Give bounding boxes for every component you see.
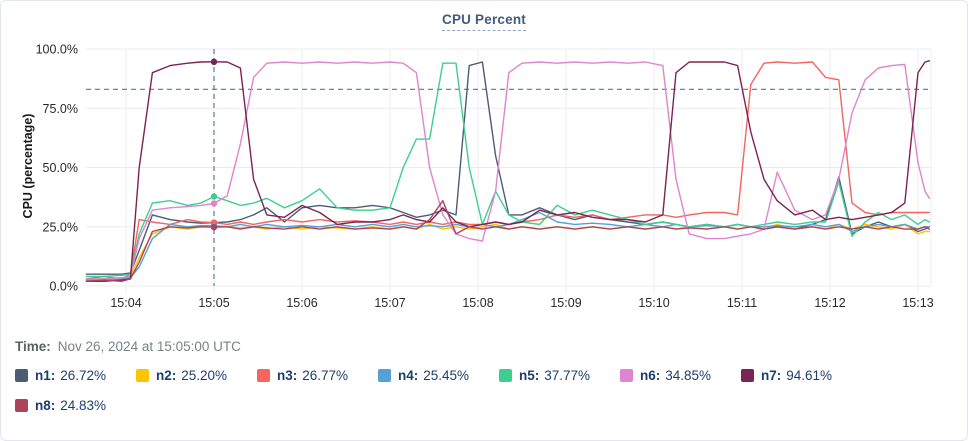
legend-series-value: 26.77% [302, 368, 349, 383]
legend-series-value: 25.20% [181, 368, 228, 383]
legend-series-name: n1: [35, 368, 56, 383]
chart-title: CPU Percent [442, 12, 526, 31]
x-tick-label: 15:04 [110, 296, 141, 310]
legend-swatch-n4 [378, 369, 391, 382]
legend-swatch-n7 [741, 369, 754, 382]
legend-item-n7[interactable]: n7: 94.61% [741, 368, 862, 383]
y-tick-label: 50.0% [43, 161, 78, 175]
series-line-n7 [85, 60, 931, 283]
legend-series-name: n6: [640, 368, 661, 383]
legend-series-value: 34.85% [665, 368, 712, 383]
x-tick-label: 15:11 [727, 296, 757, 310]
legend-item-n2[interactable]: n2: 25.20% [136, 368, 257, 383]
legend-series-value: 37.77% [544, 368, 591, 383]
series-line-n6 [85, 61, 931, 280]
legend-series-value: 26.72% [60, 368, 107, 383]
time-value: Nov 26, 2024 at 15:05:00 UTC [57, 339, 241, 354]
legend-series-value: 94.61% [786, 368, 833, 383]
series-line-n3 [85, 61, 931, 280]
legend-row: n8: 24.83% [15, 398, 959, 413]
legend-series-name: n3: [277, 368, 298, 383]
chart-header: CPU Percent [1, 11, 967, 31]
legend: n1: 26.72% n2: 25.20% n3: 26.77% n4: 25.45% n5: 3… [15, 368, 959, 428]
legend-item-n1[interactable]: n1: 26.72% [15, 368, 136, 383]
y-axis-title: CPU (percentage) [21, 113, 35, 219]
legend-series-value: 24.83% [60, 398, 107, 413]
legend-swatch-n8 [15, 399, 28, 412]
legend-swatch-n6 [620, 369, 633, 382]
legend-series-name: n8: [35, 398, 56, 413]
cpu-chart[interactable]: 0.0% 25.0% 50.0% 75.0% 100.0% 15:04 15:05 15:06… [1, 37, 968, 317]
series-line-n1 [85, 61, 931, 275]
legend-item-n3[interactable]: n3: 26.77% [257, 368, 378, 383]
legend-series-name: n7: [761, 368, 782, 383]
y-tick-label: 75.0% [43, 102, 78, 116]
legend-series-value: 25.45% [423, 368, 470, 383]
x-tick-label: 15:08 [462, 296, 493, 310]
y-tick-label: 100.0% [36, 43, 78, 57]
legend-item-n6[interactable]: n6: 34.85% [620, 368, 741, 383]
series-line-n2 [85, 223, 931, 280]
series-line-n8 [85, 199, 931, 283]
crosshair-dot-n6 [210, 200, 218, 207]
x-tick-label: 15:12 [814, 296, 845, 310]
legend-swatch-n3 [257, 369, 270, 382]
crosshair-dot-n5 [210, 193, 218, 200]
time-label: Time: [15, 339, 51, 354]
legend-swatch-n2 [136, 369, 149, 382]
y-tick-label: 25.0% [43, 220, 78, 234]
legend-series-name: n5: [519, 368, 540, 383]
legend-series-name: n4: [398, 368, 419, 383]
x-tick-label: 15:05 [198, 296, 229, 310]
legend-swatch-n1 [15, 369, 28, 382]
legend-swatch-n5 [499, 369, 512, 382]
legend-series-name: n2: [156, 368, 177, 383]
crosshair-dot-n7 [210, 58, 218, 65]
x-tick-label: 15:09 [550, 296, 581, 310]
y-tick-label: 0.0% [50, 280, 79, 294]
crosshair-dot-n8 [210, 224, 218, 231]
selected-time: Time: Nov 26, 2024 at 15:05:00 UTC [15, 339, 241, 354]
x-tick-label: 15:06 [286, 296, 317, 310]
series-line-n5 [85, 62, 931, 278]
legend-item-n8[interactable]: n8: 24.83% [15, 398, 136, 413]
legend-row: n1: 26.72% n2: 25.20% n3: 26.77% n4: 25.45% n5: 3… [15, 368, 959, 383]
legend-item-n5[interactable]: n5: 37.77% [499, 368, 620, 383]
x-tick-label: 15:13 [902, 296, 933, 310]
x-tick-label: 15:10 [638, 296, 669, 310]
x-tick-label: 15:07 [374, 296, 405, 310]
legend-item-n4[interactable]: n4: 25.45% [378, 368, 499, 383]
